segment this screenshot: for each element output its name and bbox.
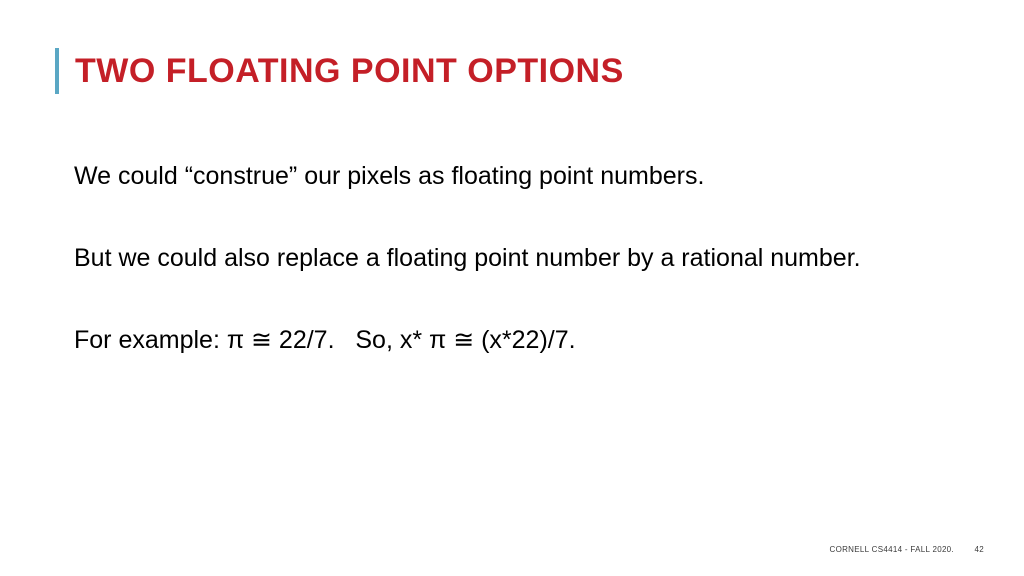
paragraph-3: For example: π ≅ 22/7. So, x* π ≅ (x*22)… bbox=[74, 324, 964, 358]
title-accent-bar bbox=[55, 48, 59, 94]
paragraph-2: But we could also replace a floating poi… bbox=[74, 242, 964, 276]
title-block: TWO FLOATING POINT OPTIONS bbox=[55, 48, 624, 94]
paragraph-1: We could “construe” our pixels as floati… bbox=[74, 160, 964, 194]
slide: TWO FLOATING POINT OPTIONS We could “con… bbox=[0, 0, 1024, 576]
footer-page-number: 42 bbox=[975, 545, 985, 554]
slide-footer: CORNELL CS4414 - FALL 2020. 42 bbox=[830, 545, 985, 554]
slide-body: We could “construe” our pixels as floati… bbox=[74, 160, 964, 405]
footer-course: CORNELL CS4414 - FALL 2020. bbox=[830, 545, 954, 554]
slide-title: TWO FLOATING POINT OPTIONS bbox=[75, 52, 624, 91]
